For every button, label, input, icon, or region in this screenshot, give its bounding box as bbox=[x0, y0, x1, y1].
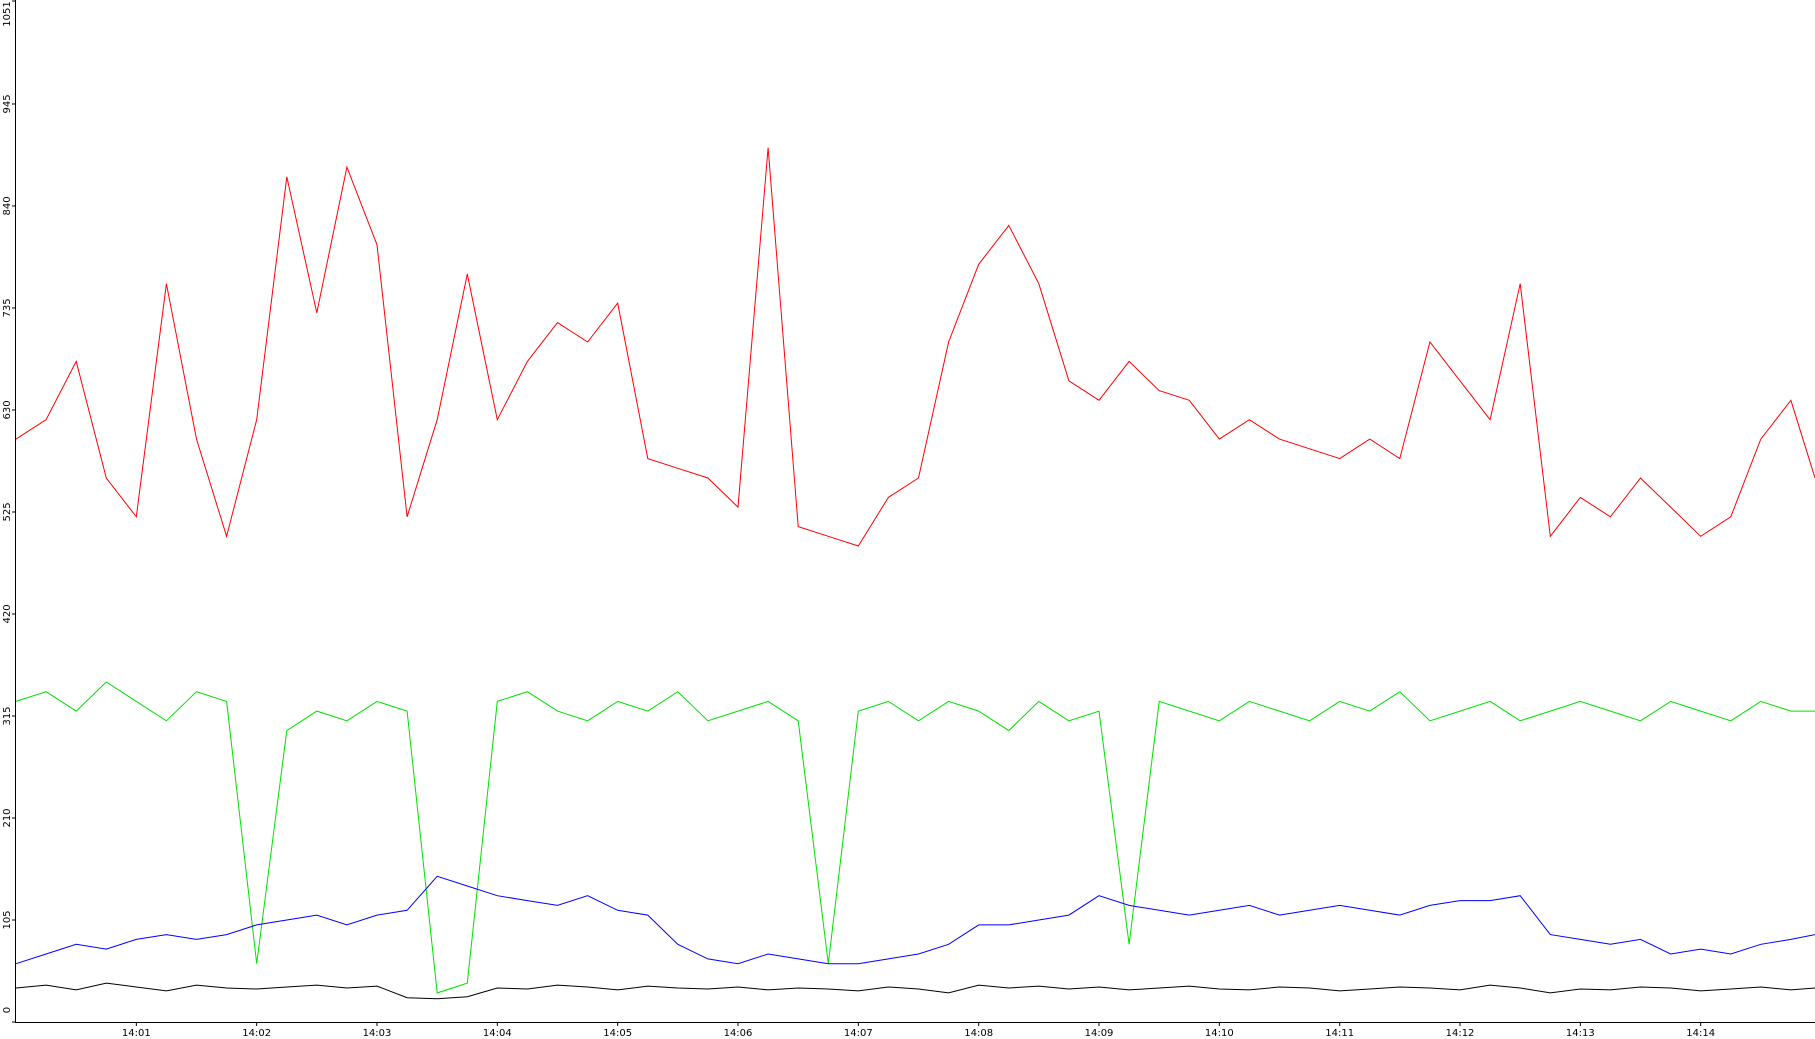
x-tick-label: 14:06 bbox=[724, 1028, 753, 1039]
y-tick-label: 735 bbox=[2, 298, 13, 317]
y-tick-label: 105 bbox=[2, 910, 13, 929]
y-tick-label: 420 bbox=[2, 604, 13, 623]
y-tick-label: 945 bbox=[2, 94, 13, 113]
y-tick-label: 630 bbox=[2, 400, 13, 419]
x-tick-label: 14:11 bbox=[1325, 1028, 1354, 1039]
y-tick-label: 210 bbox=[2, 808, 13, 827]
y-tick-label: 315 bbox=[2, 706, 13, 725]
y-tick-label: 525 bbox=[2, 502, 13, 521]
x-tick-label: 14:01 bbox=[122, 1028, 151, 1039]
y-tick-label: 1051 bbox=[2, 1, 13, 26]
series-line bbox=[15, 982, 1815, 1000]
x-tick-label: 14:09 bbox=[1085, 1028, 1114, 1039]
x-tick-label: 14:12 bbox=[1446, 1028, 1475, 1039]
y-tick-label: 840 bbox=[2, 196, 13, 215]
x-tick-label: 14:03 bbox=[363, 1028, 392, 1039]
y-tick-label: 0 bbox=[2, 1007, 13, 1013]
x-tick-label: 14:02 bbox=[242, 1028, 271, 1039]
series-line bbox=[15, 875, 1815, 965]
series-line bbox=[15, 147, 1815, 547]
x-tick-label: 14:14 bbox=[1686, 1028, 1715, 1039]
series-line bbox=[15, 681, 1815, 994]
x-tick-label: 14:10 bbox=[1205, 1028, 1234, 1039]
x-tick-label: 14:04 bbox=[483, 1028, 512, 1039]
x-tick-label: 14:08 bbox=[964, 1028, 993, 1039]
x-tick-label: 14:05 bbox=[603, 1028, 632, 1039]
x-tick-label: 14:07 bbox=[844, 1028, 873, 1039]
x-tick-label: 14:13 bbox=[1566, 1028, 1595, 1039]
